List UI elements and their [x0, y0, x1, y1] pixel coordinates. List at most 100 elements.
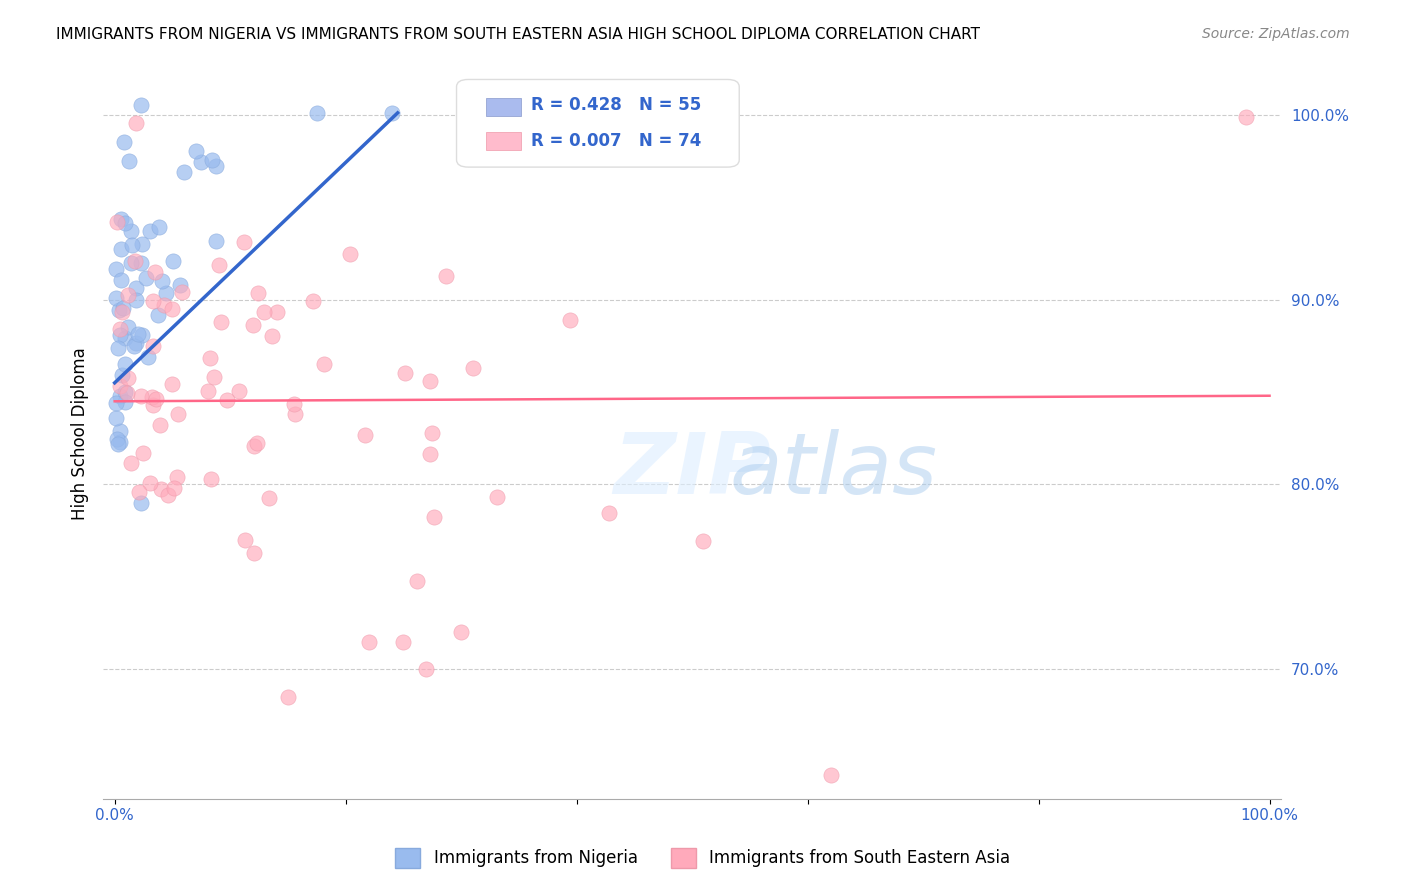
Point — [105, 215, 128, 229]
Point — [415, 662, 437, 676]
Point — [283, 397, 305, 411]
Point — [172, 285, 194, 300]
Point — [139, 476, 162, 491]
Point — [208, 258, 231, 272]
Point — [353, 427, 375, 442]
Point — [198, 351, 221, 365]
Point — [104, 291, 127, 305]
Point — [114, 395, 136, 409]
Point — [125, 293, 148, 307]
Point — [136, 351, 159, 365]
Point — [142, 398, 165, 412]
Point — [110, 211, 132, 226]
Point — [253, 304, 276, 318]
Point — [111, 305, 134, 319]
Point — [107, 437, 129, 451]
Text: atlas: atlas — [730, 429, 938, 512]
Point — [108, 424, 131, 438]
Point — [204, 235, 226, 249]
Point — [141, 390, 163, 404]
Point — [121, 237, 143, 252]
Point — [142, 293, 165, 308]
Point — [266, 304, 288, 318]
Point — [598, 506, 620, 520]
Point — [228, 384, 250, 398]
Point — [153, 298, 176, 312]
Point — [112, 136, 135, 150]
Point — [277, 690, 299, 704]
Text: Source: ZipAtlas.com: Source: ZipAtlas.com — [1202, 27, 1350, 41]
Point — [233, 533, 256, 547]
Point — [108, 328, 131, 343]
Point — [132, 446, 155, 460]
Point — [117, 370, 139, 384]
Point — [149, 418, 172, 433]
Point — [110, 242, 132, 256]
Text: IMMIGRANTS FROM NIGERIA VS IMMIGRANTS FROM SOUTH EASTERN ASIA HIGH SCHOOL DIPLOM: IMMIGRANTS FROM NIGERIA VS IMMIGRANTS FR… — [56, 27, 980, 42]
Point — [128, 485, 150, 500]
Point — [114, 357, 136, 371]
Point — [124, 253, 146, 268]
Point — [120, 255, 142, 269]
Point — [200, 472, 222, 486]
Point — [339, 246, 361, 260]
Point — [114, 216, 136, 230]
Point — [108, 302, 131, 317]
Point — [162, 301, 184, 316]
Point — [120, 224, 142, 238]
Point — [110, 368, 132, 382]
Point — [110, 434, 132, 449]
Point — [162, 253, 184, 268]
Point — [160, 377, 183, 392]
Point — [284, 407, 307, 421]
Point — [420, 426, 443, 441]
Point — [125, 116, 148, 130]
Point — [127, 326, 149, 341]
Point — [461, 361, 484, 376]
Point — [167, 407, 190, 421]
Point — [129, 98, 152, 112]
Point — [423, 509, 446, 524]
Point — [117, 288, 139, 302]
Point — [558, 313, 581, 327]
Point — [169, 277, 191, 292]
Point — [150, 274, 173, 288]
Point — [105, 396, 128, 410]
Point — [105, 411, 128, 425]
Point — [104, 262, 127, 277]
Point — [157, 488, 180, 502]
Point — [184, 144, 207, 158]
Point — [486, 490, 509, 504]
Point — [242, 546, 264, 560]
Point — [260, 329, 283, 343]
Point — [105, 432, 128, 446]
Point — [120, 456, 142, 470]
Point — [112, 301, 135, 315]
Point — [246, 435, 269, 450]
Point — [242, 318, 264, 333]
Point — [394, 367, 416, 381]
FancyBboxPatch shape — [486, 132, 522, 151]
Text: ZIP: ZIP — [613, 429, 770, 512]
Point — [381, 106, 404, 120]
Point — [110, 322, 132, 336]
Point — [108, 389, 131, 403]
Point — [392, 634, 415, 648]
Point — [115, 386, 138, 401]
Point — [146, 308, 169, 322]
Point — [450, 625, 472, 640]
Y-axis label: High School Diploma: High School Diploma — [72, 347, 89, 520]
Point — [305, 106, 328, 120]
Point — [124, 281, 146, 295]
Point — [357, 634, 380, 648]
Point — [114, 384, 136, 399]
Point — [129, 496, 152, 510]
Point — [131, 236, 153, 251]
Text: R = 0.428   N = 55: R = 0.428 N = 55 — [530, 96, 702, 114]
Point — [243, 440, 266, 454]
Point — [110, 273, 132, 287]
Point — [302, 293, 325, 308]
Point — [117, 320, 139, 334]
Point — [142, 339, 165, 353]
Point — [107, 341, 129, 355]
